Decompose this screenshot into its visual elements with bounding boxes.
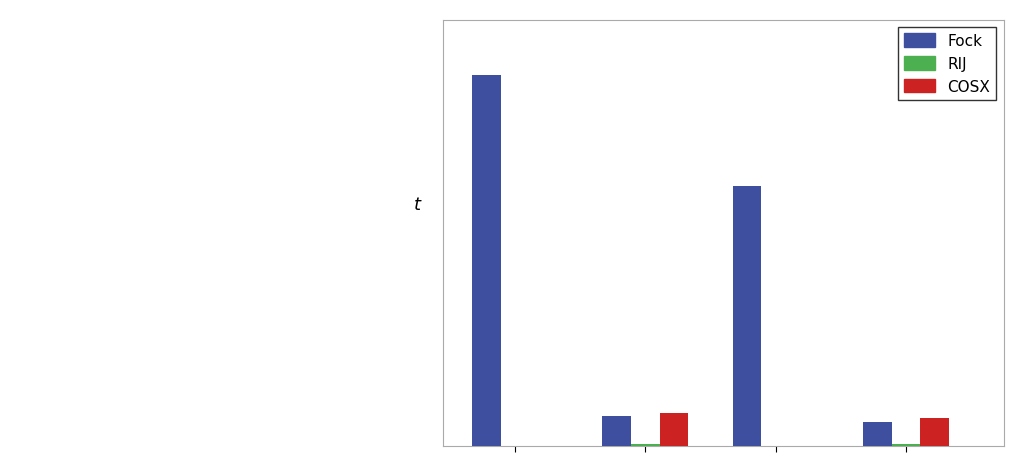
Bar [631,444,659,446]
Bar [863,422,892,446]
Bar [920,418,949,446]
Bar [659,413,688,446]
Text: t: t [415,196,421,214]
Bar [602,416,631,446]
Legend: Fock, RIJ, COSX: Fock, RIJ, COSX [898,28,997,101]
Bar [733,187,761,446]
Bar [472,76,500,446]
Bar [892,444,920,446]
